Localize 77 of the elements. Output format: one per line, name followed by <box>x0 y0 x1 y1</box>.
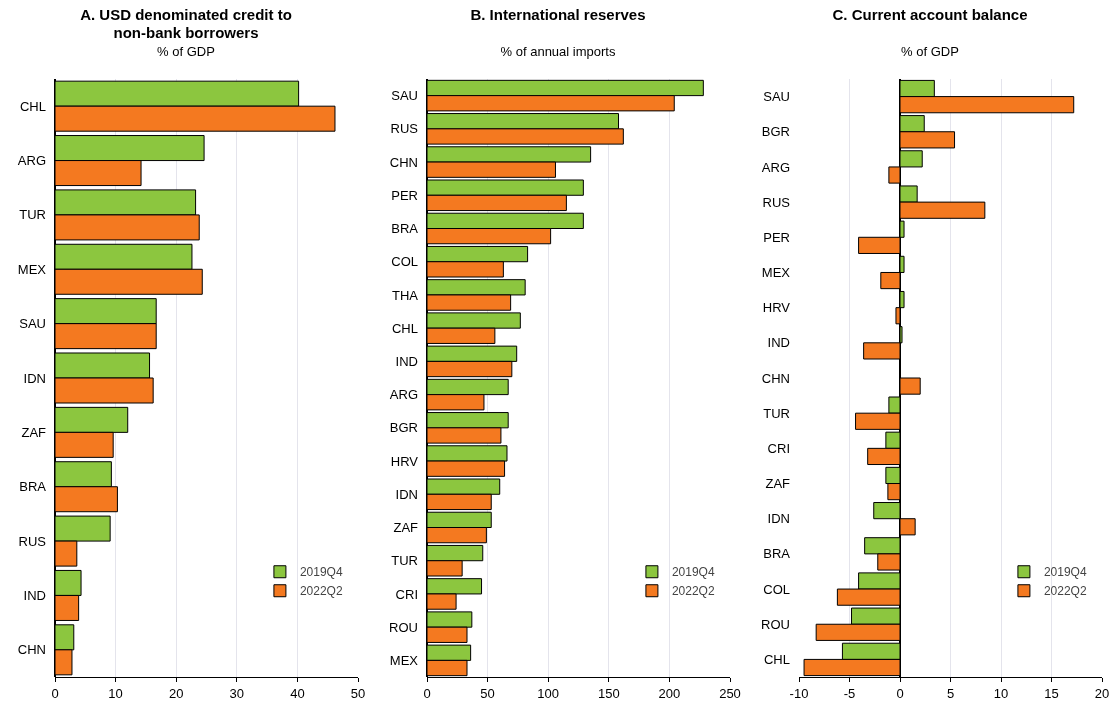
x-tick-label: 100 <box>537 685 560 701</box>
chart-subtitle: % of annual imports <box>499 44 617 59</box>
legend-label: 2019Q4 <box>1043 565 1087 580</box>
x-tick-label: 5 <box>946 685 955 701</box>
y-tick-label: ZAF <box>765 476 791 492</box>
x-tick-label: 10 <box>993 685 1009 701</box>
y-tick-label: TUR <box>19 207 46 223</box>
x-tick-label: 0 <box>896 685 904 701</box>
y-tick-label: IDN <box>767 511 790 527</box>
y-tick-label: BRA <box>763 546 791 562</box>
y-tick-label: ROU <box>761 616 790 632</box>
y-tick-label: IND <box>767 335 790 351</box>
y-tick-label: CHL <box>19 98 46 114</box>
chart-title: B. International reserves <box>469 6 647 25</box>
x-tick-label: -5 <box>843 685 856 701</box>
y-tick-label: MEX <box>17 261 47 277</box>
y-tick-label: IND <box>23 588 46 603</box>
y-tick-label: COL <box>763 581 790 597</box>
y-tick-label: TUR <box>763 405 790 421</box>
x-tick-label: -10 <box>789 685 809 701</box>
y-tick-label: BRA <box>19 479 47 495</box>
y-tick-label: RUS <box>390 121 419 137</box>
y-tick-label: CHN <box>389 154 418 170</box>
x-tick-label: 150 <box>597 685 620 701</box>
y-tick-label: SAU <box>391 88 418 104</box>
legend-label: 2019Q4 <box>299 565 343 580</box>
y-tick-label: CHN <box>761 370 790 386</box>
y-tick-label: SAU <box>763 89 790 105</box>
y-tick-label: BGR <box>389 420 418 436</box>
y-tick-label: HRV <box>390 453 419 469</box>
chart-title: A. USD denominated credit to non-bank borrowers <box>79 6 293 42</box>
y-tick-label: BGR <box>761 124 790 140</box>
y-tick-label: ZAF <box>393 520 419 536</box>
y-tick-label: ARG <box>17 153 46 169</box>
x-tick-label: 10 <box>108 685 123 701</box>
y-tick-label: ROU <box>389 619 418 635</box>
x-tick-label: 15 <box>1044 685 1059 701</box>
x-tick-label: 0 <box>51 685 59 701</box>
y-tick-label: TUR <box>391 553 418 569</box>
x-tick-label: 250 <box>719 685 741 701</box>
y-tick-label: ARG <box>389 387 418 403</box>
y-tick-label: IDN <box>395 486 418 502</box>
y-tick-label: MEX <box>389 652 419 668</box>
legend-label: 2022Q2 <box>299 584 343 599</box>
y-tick-label: IDN <box>23 370 46 386</box>
y-tick-label: SAU <box>19 316 46 332</box>
y-tick-label: CHL <box>391 320 418 336</box>
x-tick-label: 50 <box>350 685 366 701</box>
x-tick-label: 50 <box>480 685 495 701</box>
x-tick-label: 200 <box>658 685 681 701</box>
y-tick-label: CHN <box>17 642 46 658</box>
y-tick-label: COL <box>391 254 418 270</box>
x-tick-label: 20 <box>168 685 184 701</box>
chart-subtitle: % of GDP <box>900 44 960 59</box>
y-tick-label: CRI <box>767 440 790 456</box>
y-tick-label: HRV <box>762 300 791 316</box>
y-tick-label: CHL <box>763 651 790 667</box>
x-tick-label: 40 <box>290 685 305 701</box>
y-tick-label: RUS <box>762 194 791 210</box>
y-tick-label: ZAF <box>21 424 47 440</box>
x-tick-label: 20 <box>1094 685 1110 701</box>
y-tick-label: MEX <box>761 265 791 281</box>
chart-subtitle: % of GDP <box>156 44 216 59</box>
y-tick-label: RUS <box>18 533 47 549</box>
x-tick-label: 30 <box>229 685 245 701</box>
legend-label: 2022Q2 <box>1043 584 1087 599</box>
chart-title: C. Current account balance <box>831 6 1029 25</box>
y-tick-label: ARG <box>761 159 790 175</box>
y-tick-label: PER <box>391 187 418 203</box>
y-tick-label: BRA <box>391 221 419 237</box>
y-tick-label: THA <box>392 287 419 303</box>
y-tick-label: CRI <box>395 586 418 602</box>
legend-label: 2022Q2 <box>671 584 715 599</box>
y-tick-label: IND <box>395 353 418 369</box>
x-tick-label: 0 <box>423 685 431 701</box>
legend-label: 2019Q4 <box>671 565 715 580</box>
y-tick-label: PER <box>763 229 790 245</box>
